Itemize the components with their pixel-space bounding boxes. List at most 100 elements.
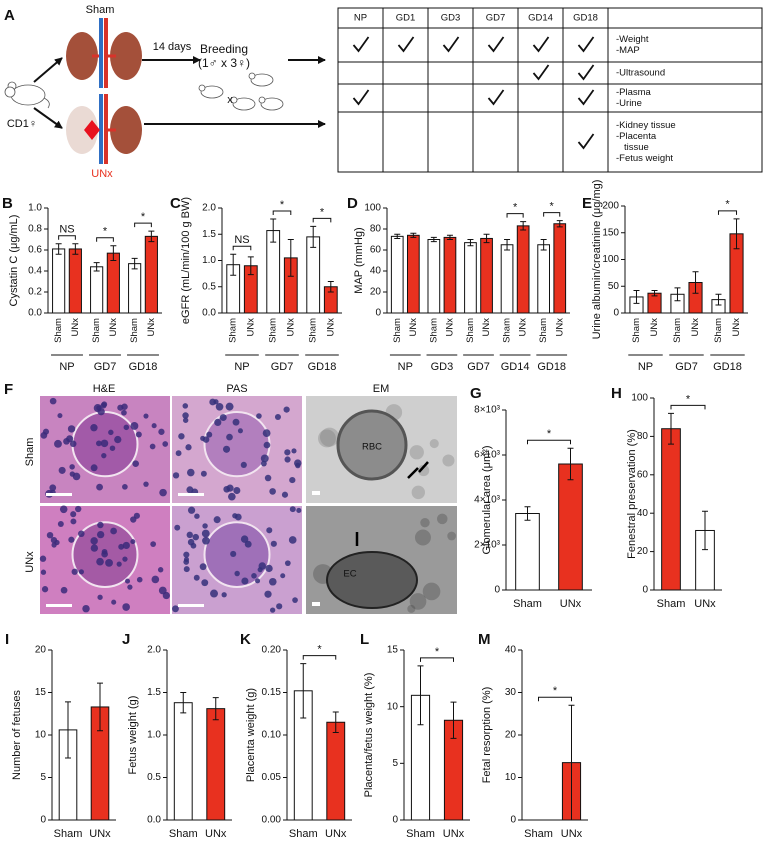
nucleus: [67, 425, 76, 433]
bar: [537, 244, 551, 314]
nucleus: [268, 577, 277, 586]
nucleus: [60, 586, 68, 594]
nucleus: [116, 561, 122, 567]
error-bar: [310, 225, 317, 248]
nucleus: [111, 599, 117, 605]
bar-chart: D MAP (mmHg) Sham UNx NP Sham UNx GD3 Sham UNx GD7…: [347, 195, 570, 373]
nucleus: [130, 539, 136, 545]
error-bar: [332, 711, 339, 733]
nucleus: [149, 443, 156, 450]
error-bar: [410, 232, 417, 238]
nucleus: [66, 435, 74, 443]
nucleus: [276, 603, 283, 610]
measurement: -Weight: [616, 34, 649, 45]
nucleus: [284, 560, 291, 567]
nucleus: [122, 556, 128, 562]
error-bar: [93, 262, 100, 272]
nucleus: [174, 524, 181, 531]
significance-bracket: [232, 245, 252, 251]
nucleus: [182, 412, 189, 419]
y-axis-label: Fenestral preservation (%): [626, 429, 638, 559]
nucleus: [234, 570, 240, 577]
bar: [173, 702, 193, 821]
bar: [406, 234, 420, 314]
nucleus: [175, 450, 182, 457]
nucleus: [143, 481, 149, 487]
nucleus: [281, 491, 289, 498]
significance-bracket: [96, 237, 114, 242]
y-tick-label: 1.5: [202, 229, 216, 240]
bar-label: UNx: [108, 318, 119, 337]
error-bar: [467, 239, 474, 247]
column-header: NP: [354, 13, 367, 24]
y-axis-label: Urine albumin/creatinine (μg/mg): [591, 180, 603, 340]
nucleus: [288, 536, 297, 544]
bar-label: Sham: [465, 318, 476, 343]
nucleus: [255, 578, 261, 584]
y-tick-label: 100: [631, 393, 648, 404]
nucleus: [260, 454, 269, 463]
nucleus: [69, 464, 75, 470]
arrow: [407, 461, 429, 479]
panel-letter: B: [2, 195, 13, 212]
bar: [306, 236, 321, 314]
bar-label: UNx: [554, 318, 565, 337]
nucleus: [159, 488, 167, 497]
nucleus: [222, 445, 231, 453]
y-tick-label: 1.0: [202, 255, 216, 266]
nucleus: [244, 540, 252, 548]
y-tick-label: 0.15: [262, 687, 282, 698]
nucleus: [202, 523, 208, 529]
nucleus: [256, 413, 262, 419]
nucleus: [240, 535, 249, 543]
x-tick-label: Sham: [54, 828, 83, 840]
y-tick-label: 0.5: [147, 772, 161, 783]
nucleus: [199, 563, 207, 571]
nucleus: [70, 518, 77, 525]
nucleus: [39, 555, 47, 562]
error-bar: [230, 253, 237, 276]
bar-label: UNx: [481, 318, 492, 337]
mice-icons: [198, 72, 284, 111]
y-tick-label: 1.0: [28, 203, 42, 214]
nucleus: [158, 428, 165, 435]
nucleus: [90, 544, 99, 552]
nucleus: [289, 506, 296, 513]
x-tick-label: Sham: [524, 828, 553, 840]
bar-label: Sham: [228, 318, 239, 343]
y-tick-label: 0.5: [202, 281, 216, 292]
nucleus: [292, 597, 298, 603]
mouse-icon: [4, 81, 50, 109]
error-bar: [668, 412, 674, 445]
y-tick-label: 100: [602, 254, 619, 265]
bar: [661, 428, 681, 591]
y-tick-label: 15: [35, 687, 47, 698]
nucleus: [202, 536, 210, 545]
y-axis-label: Fetus weight (g): [127, 696, 139, 775]
nucleus: [72, 472, 81, 481]
y-tick-label: 0.10: [262, 730, 282, 741]
nucleus: [151, 423, 157, 429]
significance-label: *: [686, 393, 691, 405]
panel-letter: A: [4, 7, 15, 24]
group-label: NP: [234, 361, 249, 373]
nucleus: [130, 422, 139, 430]
y-tick-label: 0.00: [262, 815, 282, 826]
significance-bracket: [58, 235, 76, 240]
y-tick-label: 0: [40, 815, 46, 826]
nucleus: [318, 429, 336, 448]
error-bar: [417, 665, 424, 726]
check-mark: [487, 89, 505, 106]
nucleus: [409, 445, 424, 460]
measurement: -Kidney tissue: [616, 120, 676, 131]
nucleus: [226, 433, 233, 441]
bar-chart: I Number of fetuses Sham UNx 0 5 10 15 20: [5, 631, 116, 840]
nucleus: [162, 441, 169, 447]
nucleus: [182, 403, 189, 409]
significance-label: *: [103, 226, 108, 238]
nucleus: [187, 468, 195, 477]
group-label: GD7: [675, 361, 698, 373]
significance-bracket: [717, 210, 738, 215]
check-mark: [532, 36, 550, 53]
nucleus: [82, 604, 90, 613]
